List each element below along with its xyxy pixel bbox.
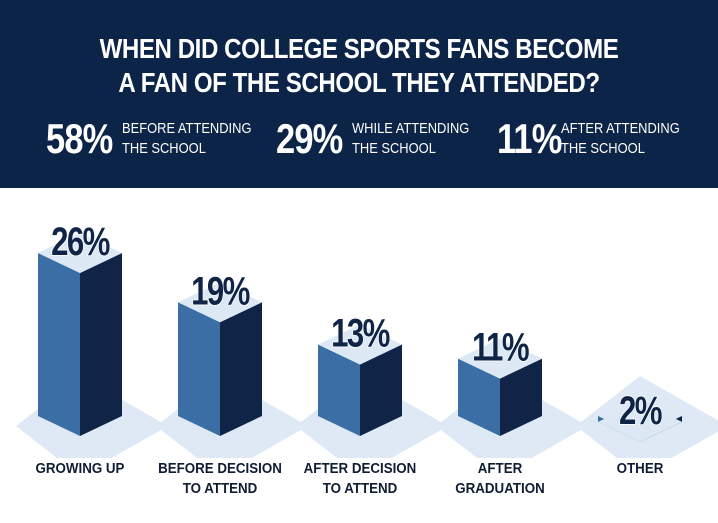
bar-value-label: 26% <box>51 219 110 264</box>
category-label-line: AFTER <box>477 461 523 477</box>
bar-value-label: 13% <box>331 311 390 356</box>
stat-value: 11% <box>497 115 562 162</box>
category-label-line: GROWING UP <box>35 461 125 477</box>
category-label-line: GRADUATION <box>455 481 545 497</box>
bar-front-face <box>458 358 500 436</box>
stat-label: AFTER ATTENDING THE SCHOOL <box>561 119 680 159</box>
stat-label-line1: BEFORE ATTENDING <box>122 120 252 137</box>
bar-value-label: 2% <box>619 388 662 433</box>
category-label: AFTER GRADUATION <box>431 459 569 499</box>
bar-top-face <box>38 233 122 273</box>
bar-value-label: 19% <box>191 269 250 314</box>
category-label-line: OTHER <box>616 461 664 477</box>
category-label: AFTER DECISION TO ATTEND <box>291 459 429 499</box>
stat-label-line2: THE SCHOOL <box>561 140 645 157</box>
stat-value: 58% <box>46 115 113 162</box>
bar-front-face <box>38 253 80 436</box>
category-label: BEFORE DECISION TO ATTEND <box>151 459 289 499</box>
title-line-1: WHEN DID COLLEGE SPORTS FANS BECOME <box>99 33 619 64</box>
bar-top-face <box>178 282 262 323</box>
stat-label: WHILE ATTENDING THE SCHOOL <box>352 119 469 159</box>
bar-top-face <box>458 338 542 379</box>
category-label: OTHER <box>571 459 709 479</box>
bar-side-face <box>80 253 122 436</box>
category-label-line: TO ATTEND <box>322 481 398 497</box>
category-label-line: TO ATTEND <box>182 481 258 497</box>
category-label-line: BEFORE DECISION <box>158 461 282 477</box>
bar-chart: 26% 19% 13% 11% 2% <box>16 219 718 458</box>
bar-front-face <box>318 344 360 436</box>
header-banner <box>0 0 718 188</box>
bar-value-label: 11% <box>472 325 529 370</box>
bar-front-face <box>178 302 220 436</box>
chart-title: WHEN DID COLLEGE SPORTS FANS BECOME A FA… <box>50 32 667 100</box>
bar-side-face <box>360 344 402 436</box>
stat-value: 29% <box>276 115 343 162</box>
stat-label: BEFORE ATTENDING THE SCHOOL <box>122 119 251 159</box>
stat-label-line2: THE SCHOOL <box>122 140 206 157</box>
bar-top-face <box>318 324 402 365</box>
bar-side-face <box>220 302 262 436</box>
stat-label-line1: AFTER ATTENDING <box>561 120 680 137</box>
stat-label-line2: THE SCHOOL <box>352 140 436 157</box>
bar-top-face <box>598 401 682 442</box>
stat-label-line1: WHILE ATTENDING <box>352 120 470 137</box>
title-line-2: A FAN OF THE SCHOOL THEY ATTENDED? <box>118 67 600 98</box>
category-label-line: AFTER DECISION <box>303 461 417 477</box>
bar-side-face <box>500 358 542 436</box>
category-label: GROWING UP <box>11 459 149 479</box>
